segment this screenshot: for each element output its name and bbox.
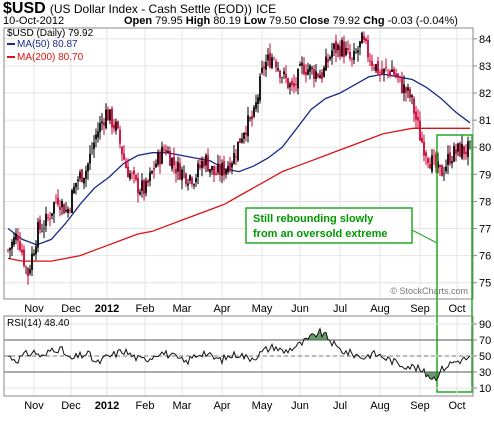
rsi-x-tick-label: Dec xyxy=(61,400,81,412)
rsi-y-tick-label: 90 xyxy=(479,319,491,331)
rsi-x-tick-label: Nov xyxy=(24,400,44,412)
index-name: (US Dollar Index - Cash Settle (EOD)) xyxy=(49,2,252,16)
rsi-zone-fill xyxy=(426,372,440,381)
price-y-tick-label: 75 xyxy=(479,278,491,290)
rsi-x-tick-label: Apr xyxy=(213,400,230,412)
rsi-x-tick-label: Mar xyxy=(173,400,192,412)
price-y-tick-label: 80 xyxy=(479,142,491,154)
chart-header: $USD (US Dollar Index - Cash Settle (EOD… xyxy=(3,0,276,18)
annotation-line-2: from an oversold extreme xyxy=(253,228,388,240)
rsi-x-tick-label: 2012 xyxy=(95,400,119,412)
rsi-x-tick-label: Aug xyxy=(370,400,390,412)
high-label: High xyxy=(185,15,211,27)
price-y-tick-label: 78 xyxy=(479,196,491,208)
annotation-box xyxy=(245,207,413,244)
low-label: Low xyxy=(243,15,266,27)
quote-row: 10-Oct-2012 Open 79.95 High 80.19 Low 79… xyxy=(3,15,491,27)
rsi-y-tick-label: 10 xyxy=(479,383,491,395)
price-x-tick-label: Nov xyxy=(24,303,44,315)
rsi-x-tick-label: Oct xyxy=(448,400,465,412)
rsi-y-tick-label: 30 xyxy=(479,367,491,379)
price-y-tick-label: 83 xyxy=(479,61,491,73)
close-label: Close xyxy=(299,15,330,27)
price-y-tick-label: 82 xyxy=(479,88,491,100)
rsi-legend-title: RSI(14) 48.40 xyxy=(7,318,70,329)
price-y-tick-label: 79 xyxy=(479,169,491,181)
price-x-tick-label: Feb xyxy=(136,303,155,315)
price-x-tick-label: Apr xyxy=(213,303,230,315)
ma200-line xyxy=(7,127,470,262)
ma50-legend: MA(50) 80.87 xyxy=(17,39,78,50)
price-legend-title: $USD (Daily) 79.92 xyxy=(7,28,94,39)
ma50-line xyxy=(7,73,471,246)
price-y-tick-label: 81 xyxy=(479,115,491,127)
rsi-y-tick-label: 50 xyxy=(479,351,491,363)
rsi-y-tick-label: 70 xyxy=(479,335,491,347)
price-x-tick-label: 2012 xyxy=(95,303,119,315)
high-value: 80.19 xyxy=(213,15,241,27)
close-value: 79.92 xyxy=(332,15,361,27)
chg-value: -0.03 (-0.04%) xyxy=(387,15,458,27)
price-y-tick-label: 84 xyxy=(479,34,491,46)
rsi-x-tick-label: Jul xyxy=(333,400,347,412)
price-x-tick-label: May xyxy=(252,303,273,315)
open-label: Open xyxy=(124,15,153,27)
rsi-x-tick-label: Feb xyxy=(136,400,155,412)
low-value: 79.50 xyxy=(268,15,297,27)
ma200-legend: MA(200) 80.70 xyxy=(17,52,84,63)
rsi-line xyxy=(7,327,471,382)
price-x-tick-label: Oct xyxy=(448,303,465,315)
chg-label: Chg xyxy=(363,15,385,27)
exchange: ICE xyxy=(256,2,277,16)
price-plot-frame xyxy=(3,27,474,300)
highlight-region xyxy=(436,134,473,393)
ohlc-values: Open 79.95 High 80.19 Low 79.50 Close 79… xyxy=(124,15,458,27)
price-y-tick-label: 77 xyxy=(479,224,491,236)
annotation-leader xyxy=(411,229,438,244)
annotation-line-1: Still rebounding slowly xyxy=(253,213,374,225)
price-x-tick-label: Jul xyxy=(333,303,347,315)
symbol: $USD xyxy=(3,0,46,17)
rsi-x-tick-label: May xyxy=(252,400,273,412)
rsi-x-tick-label: Jun xyxy=(291,400,309,412)
open-value: 79.95 xyxy=(155,15,183,27)
price-y-tick-label: 76 xyxy=(479,251,491,263)
price-x-tick-label: Aug xyxy=(370,303,390,315)
watermark: © StockCharts.com xyxy=(390,286,468,296)
price-x-tick-label: Jun xyxy=(291,303,309,315)
quote-date: 10-Oct-2012 xyxy=(3,15,65,27)
price-x-tick-label: Mar xyxy=(173,303,192,315)
rsi-zone-fill xyxy=(304,328,328,340)
price-x-tick-label: Dec xyxy=(61,303,81,315)
price-x-tick-label: Sep xyxy=(410,303,430,315)
rsi-x-tick-label: Sep xyxy=(410,400,430,412)
